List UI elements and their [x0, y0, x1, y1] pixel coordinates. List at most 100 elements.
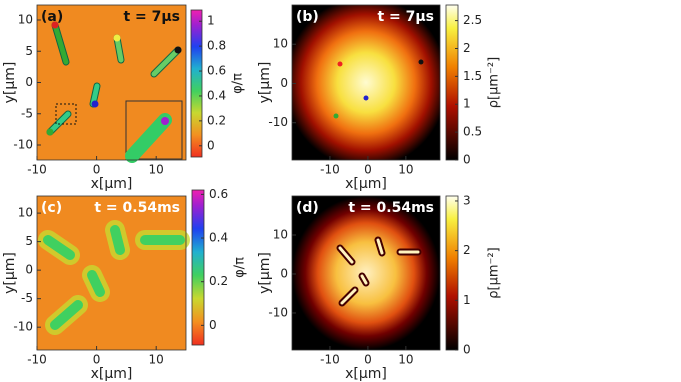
- colorbar-tick-label: 3: [463, 193, 471, 207]
- dot: [91, 100, 99, 108]
- panel: -10 0 10 -10 -5 0 5 10 x[μm] y[μm] (c) t = 0.54ms 0 0…: [2, 187, 248, 382]
- time-annotation: t = 7μs: [123, 9, 180, 25]
- y-tick-label: -10: [268, 115, 288, 129]
- y-axis-label: y[μm]: [2, 252, 18, 294]
- vortex: [376, 238, 384, 255]
- colorbar-tick-label: 0.6: [207, 64, 226, 78]
- time-annotation: t = 0.54ms: [348, 200, 434, 216]
- x-tick-label: 0: [93, 163, 101, 177]
- y-tick-label: -10: [13, 320, 33, 334]
- x-tick-label: 0: [364, 163, 372, 177]
- colorbar-tick-label: 2.5: [463, 13, 482, 27]
- colorbar-tick-label: 0.2: [207, 113, 226, 127]
- x-axis-label: x[μm]: [345, 366, 387, 382]
- colorbar-tick-label: 2: [463, 243, 471, 257]
- colorbar-tick-label: 0.8: [207, 39, 226, 53]
- y-tick-label: 0: [25, 263, 33, 277]
- y-tick-label: 10: [273, 227, 288, 241]
- y-tick-label: -10: [268, 305, 288, 319]
- panel: -10 0 10 -10 0 10 x[μm] y[μm] (d) t = 0.54ms 0 1 2 3 ρ…: [257, 193, 502, 382]
- x-tick-label: -10: [320, 353, 340, 367]
- panel-label: (d): [296, 200, 319, 216]
- dot: [337, 61, 343, 67]
- dot: [51, 21, 59, 29]
- colorbar-tick-label: 1.5: [463, 69, 482, 83]
- heatmap-image: [292, 196, 440, 350]
- vortex: [87, 270, 105, 297]
- dot: [174, 46, 182, 54]
- x-tick-label: 10: [398, 353, 413, 367]
- inset-vortex: [125, 113, 172, 163]
- y-axis-label: y[μm]: [257, 62, 273, 104]
- vortex: [360, 274, 368, 285]
- colorbar: [445, 195, 459, 351]
- colorbar-tick-label: 0.5: [463, 125, 482, 139]
- colorbar-tick-label: 0: [209, 318, 217, 332]
- x-tick-label: -10: [320, 163, 340, 177]
- y-tick-label: 0: [25, 75, 33, 89]
- colorbar-tick-label: 1: [463, 293, 471, 307]
- x-tick-label: 10: [398, 163, 413, 177]
- inset-core: [161, 117, 169, 125]
- colorbar-tick-label: 0: [463, 343, 471, 357]
- vortex: [340, 288, 357, 305]
- heatmap-image: [292, 5, 440, 160]
- x-tick-label: 0: [364, 353, 372, 367]
- panel-label: (b): [296, 9, 319, 25]
- x-axis-label: x[μm]: [91, 176, 133, 192]
- colorbar-tick-label: 1: [463, 97, 471, 111]
- y-tick-label: 5: [25, 44, 33, 58]
- dot: [363, 95, 369, 101]
- vortex: [114, 35, 124, 63]
- x-tick-label: 0: [93, 353, 101, 367]
- y-tick-label: 10: [18, 13, 33, 27]
- plot-frame: [291, 4, 441, 161]
- vortex: [52, 22, 69, 65]
- colorbar-tick-label: 1: [207, 14, 215, 28]
- y-axis-label: y[μm]: [257, 252, 273, 294]
- y-tick-label: 0: [280, 76, 288, 90]
- x-axis-label: x[μm]: [345, 176, 387, 192]
- vortex: [43, 235, 75, 260]
- x-tick-label: 10: [149, 353, 164, 367]
- panel-label: (a): [41, 9, 63, 25]
- x-tick-label: 10: [149, 163, 164, 177]
- x-tick-label: -10: [27, 163, 47, 177]
- vortex: [151, 47, 181, 77]
- colorbar-label: φ/π: [233, 257, 248, 278]
- colorbar: [191, 189, 205, 346]
- plot-frame: [36, 195, 187, 351]
- y-tick-label: -5: [21, 106, 33, 120]
- y-tick-label: 10: [18, 206, 33, 220]
- panel-label: (c): [41, 200, 62, 216]
- dot: [46, 128, 54, 136]
- colorbar-tick-label: 0.4: [207, 88, 226, 102]
- dot: [418, 59, 424, 65]
- colorbar-tick-label: 2: [463, 41, 471, 55]
- x-axis-label: x[μm]: [91, 366, 133, 382]
- colorbar-tick-label: 0: [463, 153, 471, 167]
- y-axis-label: y[μm]: [2, 62, 18, 104]
- colorbar-label: ρ[μm⁻²]: [487, 247, 502, 298]
- colorbar: [445, 4, 459, 161]
- time-annotation: t = 0.54ms: [94, 200, 180, 216]
- y-tick-label: 0: [280, 266, 288, 280]
- colorbar: [190, 9, 203, 158]
- colorbar-tick-label: 0.4: [209, 231, 228, 245]
- plot-frame: [291, 195, 441, 351]
- dot: [113, 34, 121, 42]
- vortex: [50, 300, 83, 330]
- colorbar-tick-label: 0.6: [209, 187, 228, 201]
- x-tick-label: -10: [27, 353, 47, 367]
- colorbar-tick-label: 0.2: [209, 274, 228, 288]
- y-tick-label: 10: [273, 37, 288, 51]
- panel: -10 0 10 -10 0 10 x[μm] y[μm] (b) t = 7μs 0 0.5 1 1.5…: [257, 4, 502, 192]
- y-tick-label: -10: [13, 138, 33, 152]
- dot: [333, 113, 339, 119]
- inset-box: [55, 103, 77, 125]
- colorbar-label: ρ[μm⁻²]: [487, 57, 502, 108]
- y-tick-label: -5: [21, 291, 33, 305]
- time-annotation: t = 7μs: [377, 9, 434, 25]
- panel: -10 0 10 -10 -5 0 5 10 x[μm] y[μm] (a) t = 7μs 0 0.2 0…: [2, 4, 246, 192]
